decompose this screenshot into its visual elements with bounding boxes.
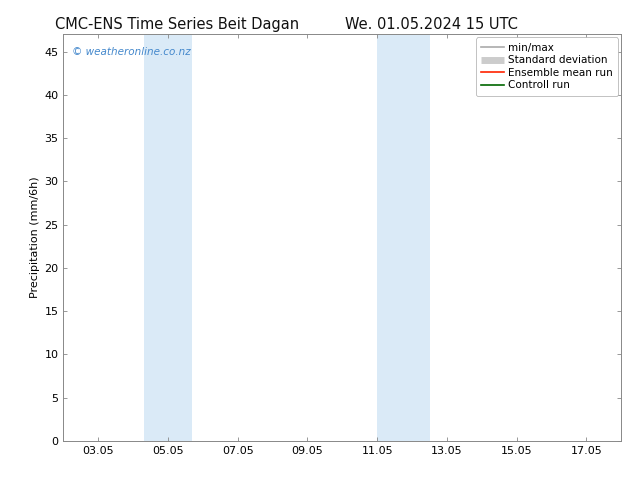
Bar xyxy=(143,34,193,441)
Text: We. 01.05.2024 15 UTC: We. 01.05.2024 15 UTC xyxy=(345,17,517,32)
Legend: min/max, Standard deviation, Ensemble mean run, Controll run: min/max, Standard deviation, Ensemble me… xyxy=(476,37,618,96)
Text: © weatheronline.co.nz: © weatheronline.co.nz xyxy=(72,47,191,56)
Y-axis label: Precipitation (mm/6h): Precipitation (mm/6h) xyxy=(30,177,40,298)
Bar xyxy=(377,34,430,441)
Text: CMC-ENS Time Series Beit Dagan: CMC-ENS Time Series Beit Dagan xyxy=(55,17,300,32)
